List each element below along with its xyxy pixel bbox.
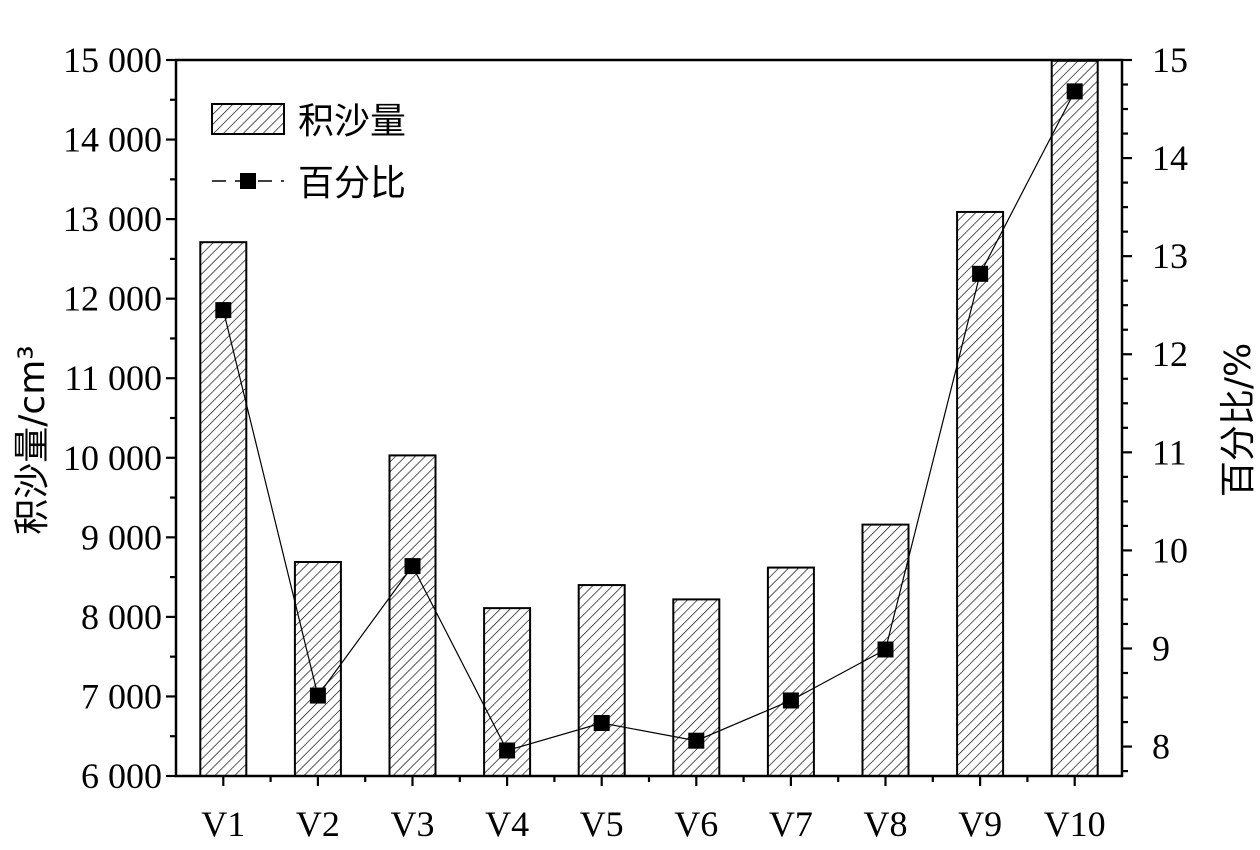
bar-V6 xyxy=(672,598,721,777)
x-tick-label: V3 xyxy=(391,804,435,844)
bar-V3 xyxy=(388,454,437,777)
left-axis-title: 积沙量/cm³ xyxy=(12,345,53,534)
right-tick-label: 11 xyxy=(1152,432,1187,472)
percentage-line xyxy=(222,91,1076,752)
percentage-point-V7 xyxy=(782,692,799,709)
right-axis-title: 百分比/% xyxy=(1218,343,1259,497)
bar-V9 xyxy=(956,210,1005,777)
x-tick-label: V9 xyxy=(958,804,1002,844)
left-tick-label: 13 000 xyxy=(63,199,162,239)
percentage-point-V6 xyxy=(688,732,705,749)
right-tick-label: 8 xyxy=(1152,727,1170,767)
legend-bar-label: 积沙量 xyxy=(298,101,406,142)
percentage-point-V4 xyxy=(499,742,516,759)
bar-V7 xyxy=(766,566,815,778)
left-axis-ticks: 6 000 7 000 8 000 9 000 10 000 11 000 12 000 13… xyxy=(63,40,176,796)
percentage-point-V9 xyxy=(972,265,989,282)
bar-V10 xyxy=(1050,59,1099,778)
percentage-point-V3 xyxy=(404,558,421,575)
percentage-point-V2 xyxy=(309,687,326,704)
left-tick-label: 14 000 xyxy=(63,120,162,160)
x-tick-label: V8 xyxy=(864,804,908,844)
bar-V2 xyxy=(293,560,342,777)
legend-line-label: 百分比 xyxy=(298,163,406,204)
right-tick-label: 13 xyxy=(1152,236,1188,276)
bar-V1 xyxy=(199,241,248,777)
x-axis-ticks: V1 V2 V3 V4 V5 V6 V7 V8 V9 V10 xyxy=(201,776,1106,844)
percentage-point-V8 xyxy=(877,641,894,658)
x-tick-label: V10 xyxy=(1044,804,1106,844)
legend-line-marker xyxy=(240,173,256,189)
x-tick-label: V7 xyxy=(769,804,813,844)
right-tick-label: 14 xyxy=(1152,138,1188,178)
percentage-point-V1 xyxy=(215,302,232,319)
bar-V8 xyxy=(861,523,910,777)
left-tick-label: 7 000 xyxy=(81,676,162,716)
left-tick-label: 8 000 xyxy=(81,597,162,637)
left-tick-label: 11 000 xyxy=(64,358,162,398)
line-series xyxy=(215,83,1083,759)
right-tick-label: 10 xyxy=(1152,530,1188,570)
left-tick-label: 12 000 xyxy=(63,279,162,319)
right-tick-label: 9 xyxy=(1152,628,1170,668)
legend-bar-swatch xyxy=(211,103,285,135)
right-axis-ticks: 8 9 10 11 12 13 14 15 xyxy=(1122,40,1188,773)
right-tick-label: 15 xyxy=(1152,40,1188,80)
x-tick-label: V2 xyxy=(296,804,340,844)
right-tick-label: 12 xyxy=(1152,334,1188,374)
x-tick-label: V5 xyxy=(580,804,624,844)
left-tick-label: 6 000 xyxy=(81,756,162,796)
left-tick-label: 9 000 xyxy=(81,517,162,557)
left-tick-label: 10 000 xyxy=(63,438,162,478)
x-tick-label: V1 xyxy=(201,804,245,844)
x-tick-label: V4 xyxy=(485,804,529,844)
legend: 积沙量 百分比 xyxy=(211,101,406,204)
percentage-point-V10 xyxy=(1066,83,1083,100)
left-tick-label: 15 000 xyxy=(63,40,162,80)
bar-V5 xyxy=(577,584,626,777)
percentage-point-V5 xyxy=(593,715,610,732)
x-tick-label: V6 xyxy=(674,804,718,844)
